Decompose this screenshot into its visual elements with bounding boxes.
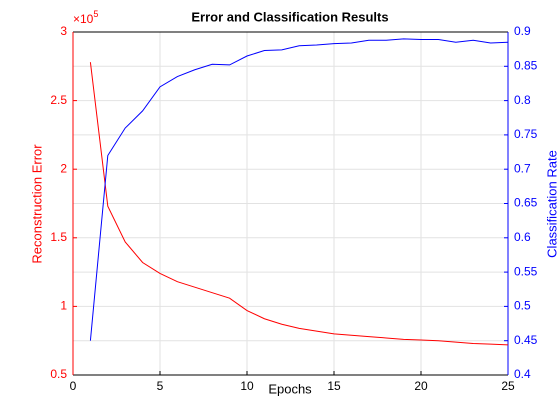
y2-tick-label: 0.65 bbox=[514, 196, 538, 210]
multiplier-exponent: 5 bbox=[93, 9, 98, 19]
x-tick-label: 20 bbox=[414, 379, 428, 393]
y2-tick-label: 0.4 bbox=[514, 367, 531, 381]
y2-tick-label: 0.6 bbox=[514, 230, 531, 244]
data-line bbox=[89, 38, 509, 341]
x-tick-label: 0 bbox=[70, 379, 77, 393]
multiplier-base: ×10 bbox=[73, 12, 94, 26]
y2-tick-label: 0.45 bbox=[514, 333, 538, 347]
y-tick-label: 2.5 bbox=[50, 93, 67, 107]
y-tick-label: 0.5 bbox=[50, 367, 67, 381]
x-tick-label: 5 bbox=[157, 379, 164, 393]
y2-tick-label: 0.5 bbox=[514, 299, 531, 313]
y2-tick-label: 0.75 bbox=[514, 127, 538, 141]
y-multiplier: ×105 bbox=[73, 9, 98, 26]
chart-title: Error and Classification Results bbox=[191, 9, 388, 24]
y2-tick-label: 0.85 bbox=[514, 58, 538, 72]
y-axis-label: Reconstruction Error bbox=[29, 144, 44, 264]
y-tick-label: 1.5 bbox=[50, 230, 67, 244]
y2-tick-label: 0.55 bbox=[514, 264, 538, 278]
y2-axis-label: Classification Rate bbox=[544, 150, 559, 258]
data-line bbox=[89, 62, 509, 346]
x-tick-label: 10 bbox=[240, 379, 254, 393]
y-tick-label: 3 bbox=[60, 24, 67, 38]
y2-tick-label: 0.8 bbox=[514, 93, 531, 107]
y-tick-label: 2 bbox=[60, 161, 67, 175]
x-axis-label: Epochs bbox=[268, 381, 312, 396]
y-tick-label: 1 bbox=[60, 299, 67, 313]
x-tick-label: 15 bbox=[327, 379, 341, 393]
y2-tick-label: 0.7 bbox=[514, 161, 531, 175]
y2-tick-label: 0.9 bbox=[514, 24, 531, 38]
x-tick-label: 25 bbox=[501, 379, 515, 393]
